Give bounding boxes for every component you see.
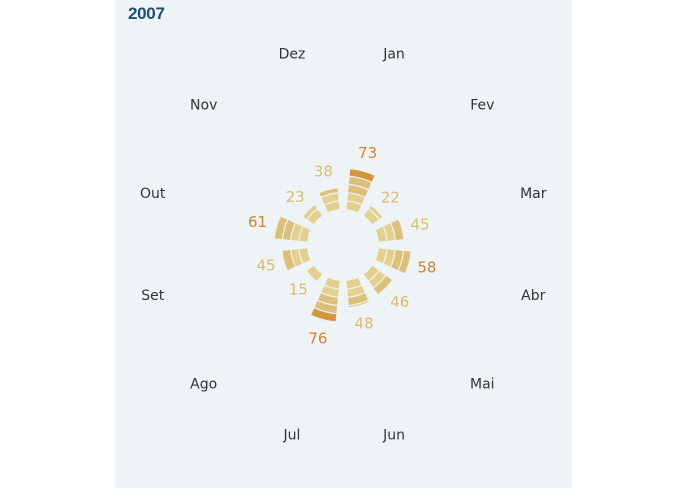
bar-segment-jun-1 <box>346 277 362 289</box>
bar-segment-jul-4 <box>314 300 338 314</box>
bar-dez <box>319 188 340 213</box>
month-labels-layer: Jan Fev Mar Abr Mai Jun Jul Ago Set Out Nov Dez <box>140 47 547 444</box>
month-label-mar: Mar <box>520 186 547 202</box>
bar-segment-out-2 <box>291 223 303 241</box>
bar-segment-set-2 <box>291 249 303 267</box>
bar-segment-mai-2 <box>369 271 386 288</box>
bar-segment-out-4 <box>274 216 288 240</box>
bar-segment-ago-1 <box>306 265 323 282</box>
value-label-set: 45 <box>256 257 275 275</box>
bar-segment-abr-4 <box>398 250 411 274</box>
chart-title: 2007 <box>128 4 165 23</box>
bar-segment-out-3 <box>283 220 295 240</box>
bar-segment-dez-2 <box>321 193 339 205</box>
bar-ago <box>306 265 323 282</box>
value-label-abr: 58 <box>417 259 436 277</box>
bar-abr <box>375 248 411 274</box>
bar-segment-mai-3 <box>373 275 392 294</box>
value-label-mai: 46 <box>390 293 409 311</box>
month-label-set: Set <box>141 288 165 304</box>
month-label-jan: Jan <box>382 47 405 63</box>
value-label-jun: 48 <box>355 315 374 333</box>
bar-mai <box>363 265 393 295</box>
value-label-jul: 76 <box>308 330 327 348</box>
bar-segment-jan-3 <box>348 185 368 197</box>
bar-out <box>273 216 311 242</box>
bar-segment-set-3 <box>282 250 295 271</box>
bar-segment-dez-3 <box>319 188 338 197</box>
bar-segment-nov-2 <box>303 205 317 219</box>
month-label-nov: Nov <box>190 98 217 114</box>
bar-jun <box>346 277 369 308</box>
bar-segment-mar-2 <box>383 223 395 241</box>
month-label-dez: Dez <box>279 47 306 63</box>
month-label-fev: Fev <box>470 98 494 114</box>
bar-segment-jan-2 <box>347 193 365 205</box>
value-label-fev: 22 <box>381 189 400 207</box>
bar-segment-jul-1 <box>324 277 340 289</box>
bar-segment-fev-2 <box>369 205 383 219</box>
bar-jul <box>310 277 340 323</box>
bar-segment-jun-2 <box>347 285 365 297</box>
bar-set <box>282 248 311 271</box>
bar-segment-jun-4 <box>348 300 369 308</box>
value-label-out: 61 <box>248 213 267 231</box>
bar-segment-out-1 <box>299 226 311 242</box>
bar-segment-jul-5 <box>311 308 337 322</box>
bar-segment-jun-3 <box>348 293 368 305</box>
value-label-mar: 45 <box>410 215 429 233</box>
month-label-jul: Jul <box>283 427 301 443</box>
month-label-ago: Ago <box>190 376 217 392</box>
month-label-mai: Mai <box>470 376 495 392</box>
month-label-jun: Jun <box>382 427 405 443</box>
bar-segment-mar-1 <box>375 226 387 242</box>
value-labels-layer: 73 22 45 58 46 48 76 15 45 61 23 38 <box>248 144 436 347</box>
bar-nov <box>303 205 323 225</box>
bar-segment-dez-1 <box>324 201 340 213</box>
bar-segment-jan-1 <box>346 201 362 213</box>
chart-panel <box>115 0 572 488</box>
bar-segment-nov-1 <box>307 209 323 225</box>
bar-segment-mai-1 <box>363 265 379 281</box>
bar-segment-fev-1 <box>363 209 379 225</box>
value-label-dez: 38 <box>314 163 333 181</box>
value-label-jan: 73 <box>358 144 377 162</box>
value-label-ago: 15 <box>289 281 308 299</box>
bar-segment-jul-3 <box>318 293 338 305</box>
bar-segment-mar-3 <box>391 219 404 240</box>
bars-layer <box>273 169 411 323</box>
value-label-nov: 23 <box>286 188 305 206</box>
bar-fev <box>363 205 383 225</box>
bar-jan <box>346 169 375 213</box>
bar-segment-set-1 <box>299 248 311 264</box>
bar-segment-abr-3 <box>391 250 403 270</box>
bar-segment-abr-1 <box>375 248 387 264</box>
bar-segment-abr-2 <box>383 249 395 267</box>
bar-segment-jan-5 <box>349 169 375 182</box>
month-label-out: Out <box>140 186 166 202</box>
bar-segment-jul-2 <box>321 285 339 297</box>
bar-mar <box>375 219 404 242</box>
month-label-abr: Abr <box>521 288 545 304</box>
bar-segment-jan-4 <box>348 176 372 190</box>
